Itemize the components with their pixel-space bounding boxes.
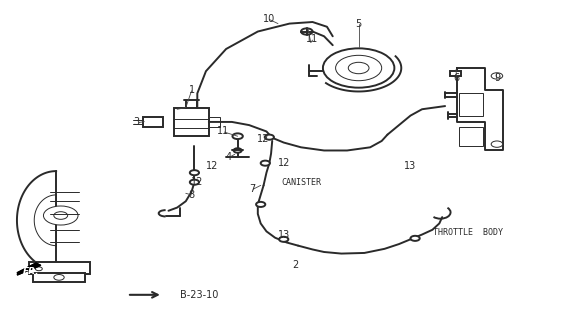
Circle shape xyxy=(190,180,199,185)
Circle shape xyxy=(54,212,68,219)
Circle shape xyxy=(411,236,420,241)
Polygon shape xyxy=(457,68,503,150)
Circle shape xyxy=(256,202,265,207)
Bar xyxy=(174,108,209,136)
Text: 7: 7 xyxy=(249,184,255,194)
Circle shape xyxy=(301,28,313,35)
Text: FR.: FR. xyxy=(23,267,39,276)
Bar xyxy=(29,261,90,274)
Circle shape xyxy=(261,161,270,166)
Text: 11: 11 xyxy=(217,126,229,136)
Text: 10: 10 xyxy=(263,14,276,24)
Text: THROTTLE  BODY: THROTTLE BODY xyxy=(433,228,503,237)
Circle shape xyxy=(233,148,241,153)
Circle shape xyxy=(54,275,64,280)
Text: B-23-10: B-23-10 xyxy=(180,290,218,300)
Text: CANISTER: CANISTER xyxy=(281,178,321,187)
Text: 12: 12 xyxy=(206,161,218,171)
Circle shape xyxy=(232,133,243,139)
Text: 8: 8 xyxy=(189,190,195,200)
Bar xyxy=(460,93,482,116)
Polygon shape xyxy=(17,263,41,275)
Bar xyxy=(142,116,163,127)
Circle shape xyxy=(323,48,394,88)
Bar xyxy=(209,117,221,127)
Text: 12: 12 xyxy=(258,134,270,144)
Circle shape xyxy=(43,206,78,225)
Bar xyxy=(450,70,461,76)
Circle shape xyxy=(35,267,42,271)
Text: 9: 9 xyxy=(494,73,500,83)
Text: 2: 2 xyxy=(292,260,298,270)
Text: 13: 13 xyxy=(404,161,417,171)
Circle shape xyxy=(190,170,199,175)
Text: 3: 3 xyxy=(134,117,140,127)
Circle shape xyxy=(265,135,274,140)
Text: 13: 13 xyxy=(277,229,290,240)
Text: 4: 4 xyxy=(226,152,232,162)
Circle shape xyxy=(279,237,288,242)
Circle shape xyxy=(349,62,369,74)
Circle shape xyxy=(336,55,382,81)
Circle shape xyxy=(491,141,503,147)
Circle shape xyxy=(491,73,503,79)
Text: 1: 1 xyxy=(189,85,195,95)
Text: 11: 11 xyxy=(306,35,318,44)
Text: 12: 12 xyxy=(277,158,290,168)
Text: 6: 6 xyxy=(453,73,460,83)
Bar xyxy=(33,273,85,282)
Bar xyxy=(460,127,482,146)
Text: 5: 5 xyxy=(356,19,362,28)
Text: 12: 12 xyxy=(191,177,203,187)
